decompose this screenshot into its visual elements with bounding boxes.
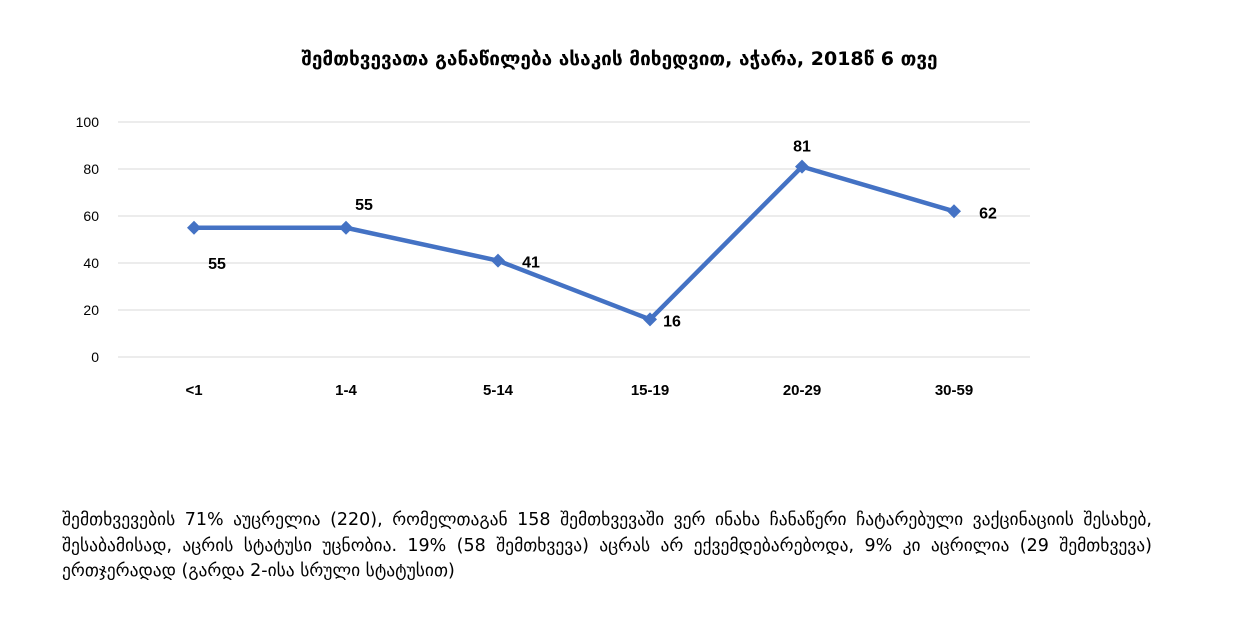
- y-tick-label: 100: [76, 114, 100, 130]
- data-point-marker: [947, 204, 961, 219]
- data-label: 41: [522, 255, 540, 272]
- y-tick-label: 0: [91, 349, 99, 365]
- y-tick-label: 80: [83, 161, 99, 177]
- data-label: 55: [208, 256, 226, 273]
- data-point-marker: [643, 312, 657, 327]
- data-point-marker: [491, 253, 505, 268]
- data-label: 55: [355, 197, 373, 214]
- x-tick-label: 20-29: [783, 382, 821, 399]
- data-point-marker: [339, 220, 353, 235]
- y-tick-label: 20: [83, 302, 99, 318]
- summary-paragraph: შემთხვევების 71% აუცრელია (220), რომელთა…: [62, 510, 1152, 581]
- y-tick-label: 60: [83, 208, 99, 224]
- data-point-marker: [795, 159, 809, 174]
- series-line: [194, 164, 955, 322]
- x-tick-label: <1: [185, 382, 202, 399]
- x-tick-label: 1-4: [335, 382, 357, 399]
- data-label: 81: [793, 139, 811, 156]
- data-label: 62: [979, 205, 997, 222]
- y-tick-label: 40: [83, 255, 99, 271]
- x-tick-label: 30-59: [935, 382, 973, 399]
- data-label: 16: [663, 313, 681, 330]
- x-tick-label: 5-14: [483, 382, 514, 399]
- data-point-marker: [187, 220, 201, 235]
- chart-title: შემთხვევათა განაწილება ასაკის მიხედვით, …: [301, 48, 938, 70]
- x-tick-label: 15-19: [631, 382, 669, 399]
- line-chart: 0 20 40 60 80 100 <1 1-4 5-14 15-19 20-29 30-59 55…: [76, 114, 1030, 399]
